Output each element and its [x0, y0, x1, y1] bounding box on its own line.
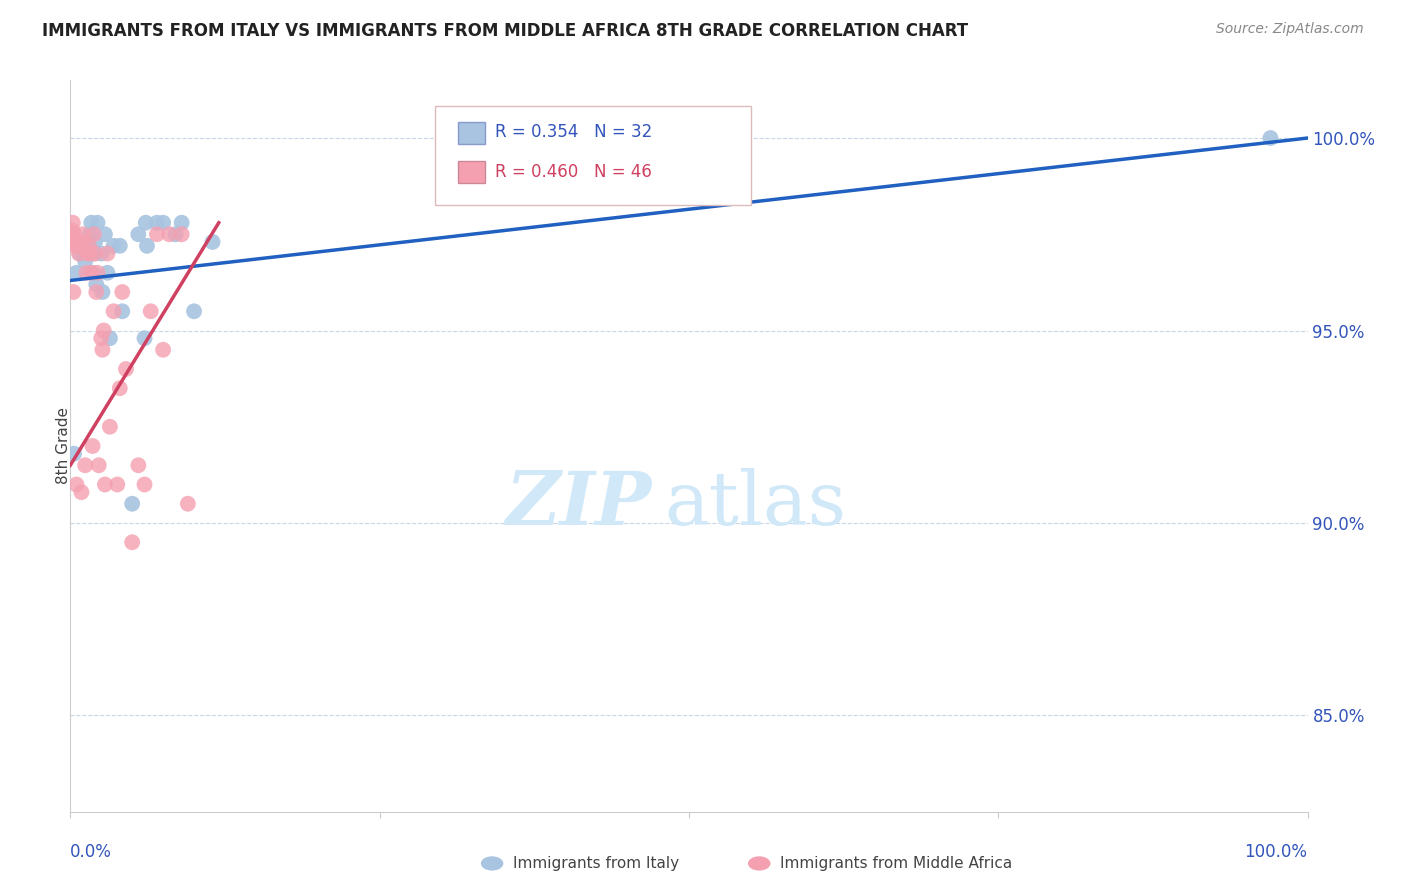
Point — [111, 285, 134, 299]
Point — [91, 343, 114, 357]
Point — [108, 239, 131, 253]
Point — [67, 246, 90, 260]
Point — [177, 497, 200, 511]
Point — [1260, 131, 1282, 145]
Point — [60, 223, 83, 237]
Text: IMMIGRANTS FROM ITALY VS IMMIGRANTS FROM MIDDLE AFRICA 8TH GRADE CORRELATION CHA: IMMIGRANTS FROM ITALY VS IMMIGRANTS FROM… — [42, 22, 969, 40]
Point — [170, 227, 193, 242]
Point — [94, 477, 117, 491]
Point — [87, 458, 110, 473]
Point — [84, 246, 107, 260]
Point — [65, 477, 87, 491]
Point — [69, 246, 91, 260]
Point — [94, 227, 117, 242]
Point — [108, 381, 131, 395]
Point — [86, 266, 108, 280]
Text: atlas: atlas — [664, 468, 846, 541]
Point — [62, 285, 84, 299]
Point — [139, 304, 162, 318]
Point — [91, 285, 114, 299]
Point — [96, 266, 118, 280]
Point — [77, 239, 100, 253]
Point — [183, 304, 205, 318]
Point — [134, 477, 156, 491]
Point — [84, 235, 107, 249]
Text: 100.0%: 100.0% — [1244, 843, 1308, 861]
Point — [146, 227, 169, 242]
Point — [80, 216, 103, 230]
Text: Source: ZipAtlas.com: Source: ZipAtlas.com — [1216, 22, 1364, 37]
Point — [165, 227, 187, 242]
Point — [121, 497, 143, 511]
Point — [103, 304, 125, 318]
Point — [79, 246, 101, 260]
Point — [76, 246, 98, 260]
Point — [90, 331, 112, 345]
Point — [60, 227, 83, 242]
Point — [66, 239, 89, 253]
Text: R = 0.354   N = 32: R = 0.354 N = 32 — [495, 123, 652, 142]
Point — [98, 331, 121, 345]
Point — [103, 239, 125, 253]
Point — [152, 343, 174, 357]
Text: Immigrants from Middle Africa: Immigrants from Middle Africa — [780, 856, 1012, 871]
Point — [121, 535, 143, 549]
Point — [82, 266, 104, 280]
Point — [79, 227, 101, 242]
Point — [75, 458, 97, 473]
Point — [170, 216, 193, 230]
Point — [146, 216, 169, 230]
Point — [83, 246, 105, 260]
Point — [73, 235, 96, 249]
Point — [93, 324, 115, 338]
Point — [63, 447, 86, 461]
Point — [134, 331, 156, 345]
Point — [127, 227, 149, 242]
Point — [201, 235, 224, 249]
Point — [59, 235, 82, 249]
Point — [63, 227, 86, 242]
Point — [83, 227, 105, 242]
Point — [75, 254, 97, 268]
Point — [69, 239, 91, 253]
Point — [105, 477, 128, 491]
Point — [136, 239, 159, 253]
Point — [111, 304, 134, 318]
FancyBboxPatch shape — [436, 106, 751, 204]
Point — [82, 439, 104, 453]
Point — [77, 239, 100, 253]
Point — [157, 227, 180, 242]
Text: ZIP: ZIP — [506, 468, 652, 541]
Point — [152, 216, 174, 230]
Point — [72, 227, 94, 242]
Point — [70, 485, 93, 500]
Point — [86, 216, 108, 230]
Point — [127, 458, 149, 473]
Point — [84, 285, 107, 299]
Y-axis label: 8th Grade: 8th Grade — [56, 408, 70, 484]
FancyBboxPatch shape — [457, 161, 485, 183]
Point — [62, 216, 84, 230]
Point — [115, 362, 138, 376]
Point — [98, 419, 121, 434]
Point — [84, 277, 107, 292]
Text: Immigrants from Italy: Immigrants from Italy — [513, 856, 679, 871]
Point — [135, 216, 157, 230]
Text: 0.0%: 0.0% — [70, 843, 112, 861]
Point — [65, 239, 87, 253]
Point — [96, 246, 118, 260]
Point — [75, 266, 97, 280]
Point — [80, 266, 103, 280]
Point — [65, 266, 87, 280]
FancyBboxPatch shape — [457, 122, 485, 144]
Point — [90, 246, 112, 260]
Text: R = 0.460   N = 46: R = 0.460 N = 46 — [495, 163, 651, 181]
